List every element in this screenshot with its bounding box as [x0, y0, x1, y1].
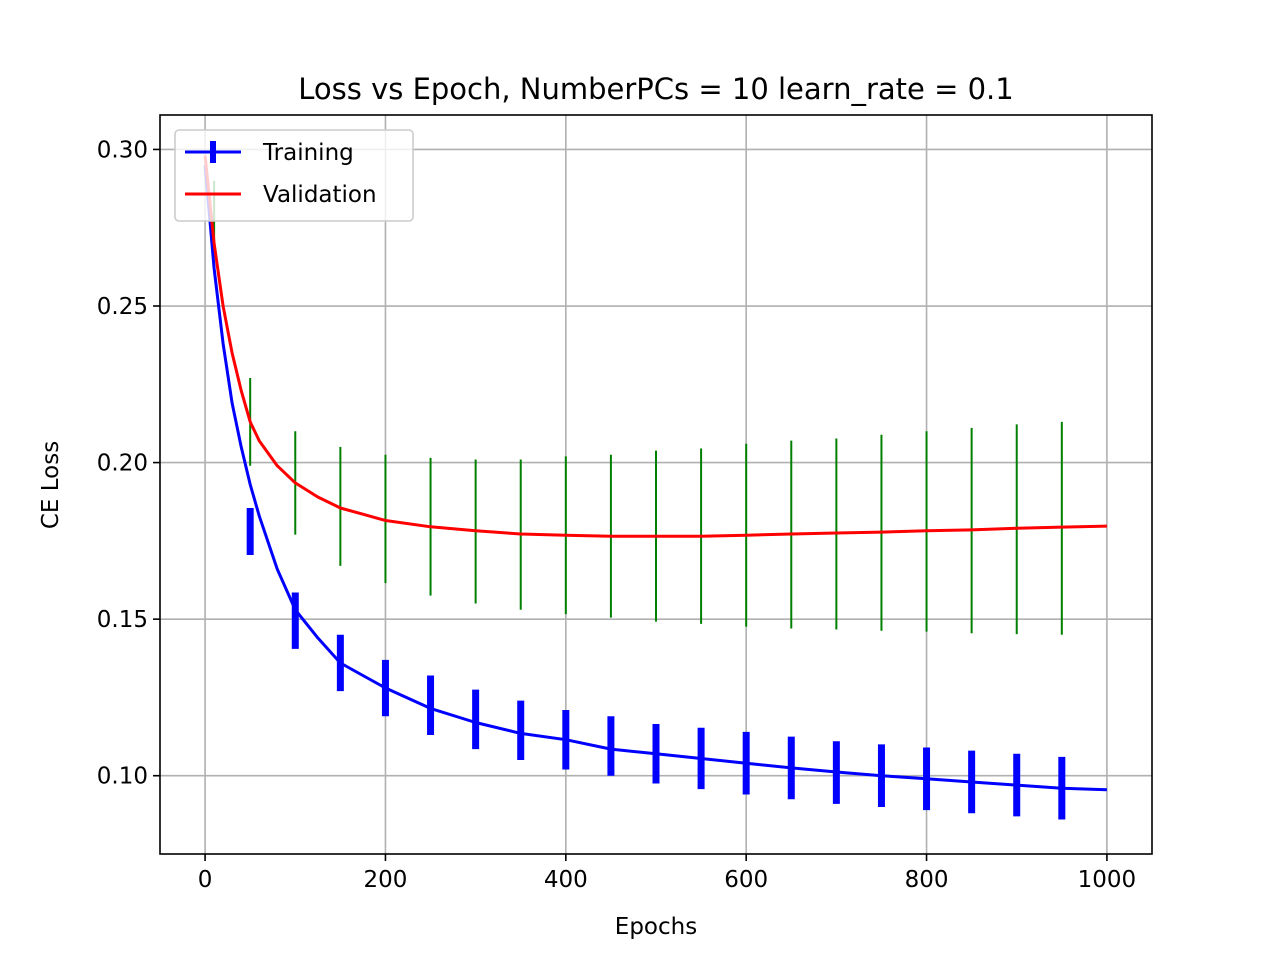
- y-tick-label: 0.15: [97, 607, 148, 633]
- x-tick-label: 200: [364, 867, 408, 893]
- x-tick-label: 0: [198, 867, 213, 893]
- data-layer: [203, 155, 1107, 820]
- y-axis-label: CE Loss: [38, 441, 64, 529]
- y-tick-label: 0.30: [97, 137, 148, 163]
- legend: Training Validation: [174, 129, 414, 222]
- training-series-line: [203, 164, 1107, 792]
- legend-validation-label: Validation: [263, 182, 377, 208]
- y-tick-label: 0.10: [97, 764, 148, 790]
- legend-training-label: Training: [262, 140, 354, 166]
- x-tick-label: 600: [724, 867, 768, 893]
- y-tick-label: 0.25: [97, 294, 148, 320]
- tick-layer: 0 200 400 600 800 1000 0.10 0.15 0.20 0.25 0.30: [97, 137, 1136, 893]
- y-tick-label: 0.20: [97, 451, 148, 477]
- validation-series-line: [203, 155, 1107, 538]
- x-tick-label: 400: [544, 867, 588, 893]
- chart-title: Loss vs Epoch, NumberPCs = 10 learn_rate…: [298, 72, 1013, 106]
- x-axis-label: Epochs: [615, 914, 697, 940]
- x-tick-label: 1000: [1078, 867, 1137, 893]
- x-tick-label: 800: [905, 867, 949, 893]
- plot-frame: [159, 114, 1153, 855]
